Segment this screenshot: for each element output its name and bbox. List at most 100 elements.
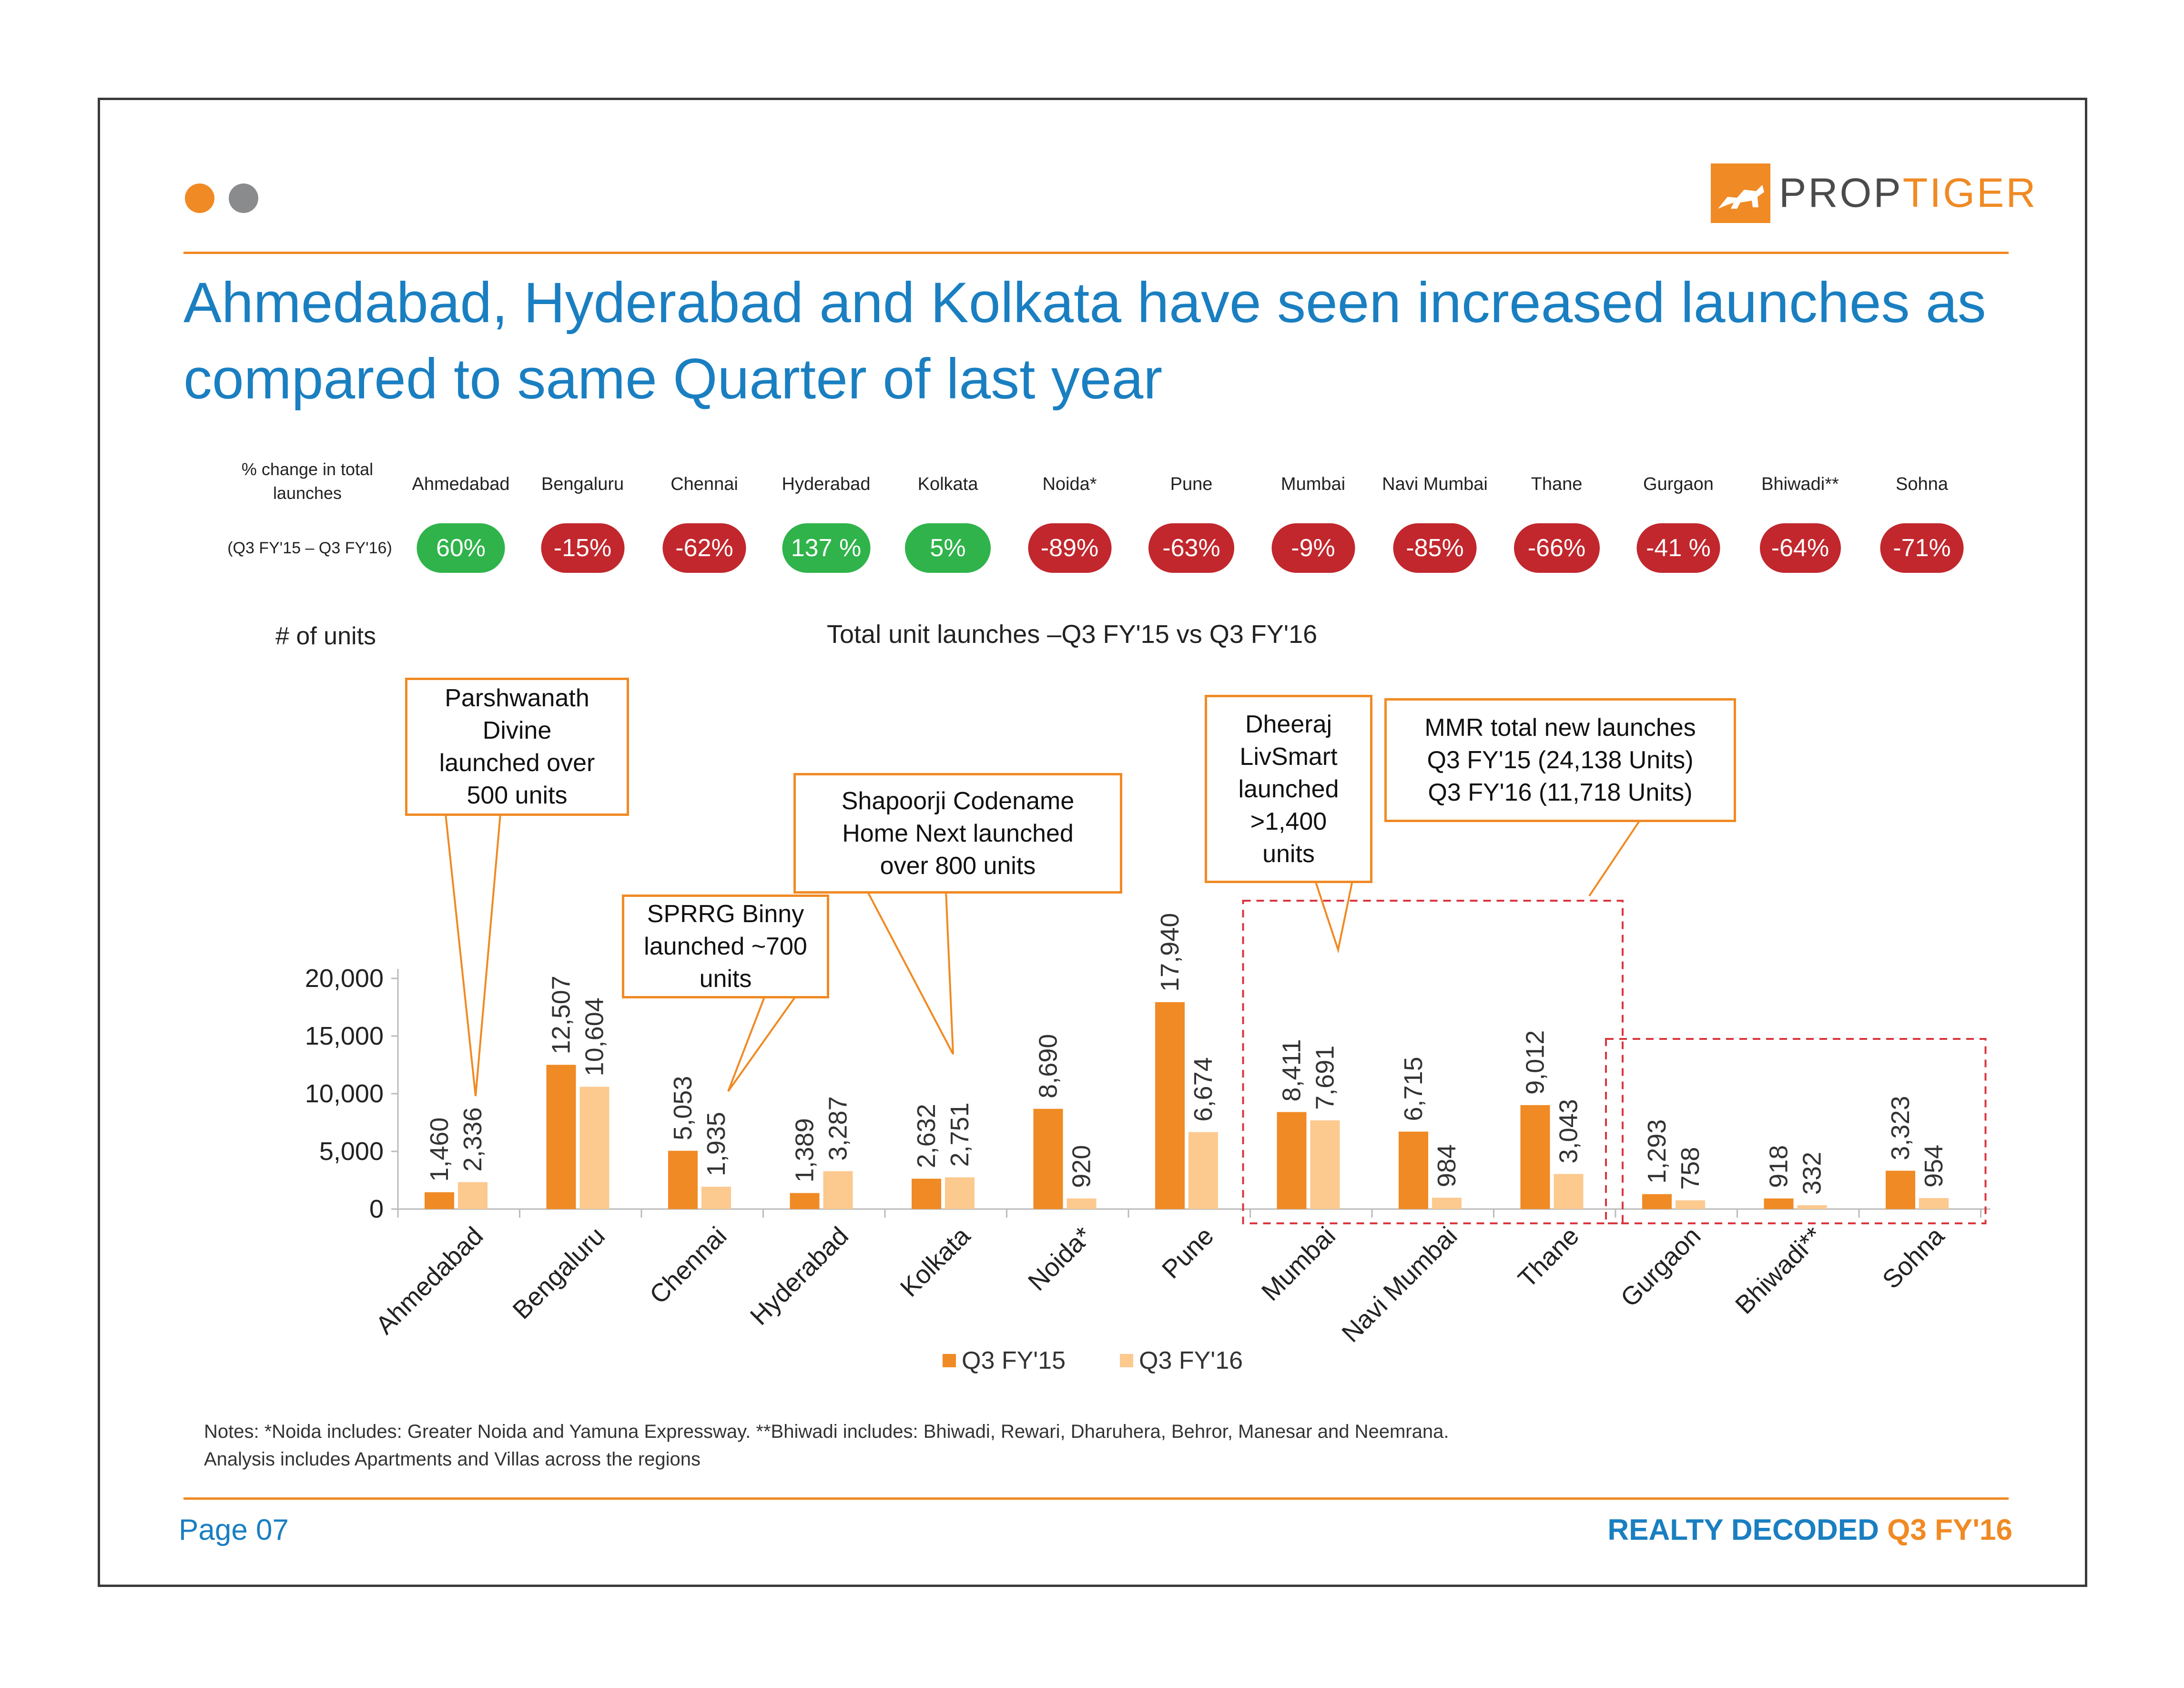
x-tick-label-bhiwadi: Bhiwadi** (1730, 1221, 1828, 1320)
y-tick-label: 15,000 (305, 1022, 384, 1050)
bar-bhiwadi-q3-fy15 (1764, 1198, 1794, 1209)
logo-text-prop: PROP (1779, 170, 1903, 216)
pct-badge-bengaluru: -15% (541, 523, 624, 573)
footer-brand: REALTY DECODED Q3 FY'16 (1607, 1513, 2012, 1547)
pct-badge-noida: -89% (1028, 523, 1111, 573)
callout-dheeraj: Dheeraj LivSmart launched >1,400 units (1205, 695, 1372, 883)
bar-thane-q3-fy15 (1520, 1105, 1550, 1209)
data-label-navi-mumbai-q3-fy15: 6,715 (1399, 1057, 1428, 1121)
pct-city-ahmedabad: Ahmedabad (412, 474, 510, 494)
data-label-mumbai-q3-fy15: 8,411 (1278, 1039, 1306, 1101)
data-label-sohna-q3-fy16: 954 (1920, 1145, 1948, 1188)
bar-chennai-q3-fy15 (668, 1150, 698, 1209)
bar-navi-mumbai-q3-fy15 (1399, 1131, 1428, 1209)
bar-sohna-q3-fy15 (1886, 1170, 1915, 1209)
pct-city-navi-mumbai: Navi Mumbai (1382, 474, 1488, 494)
x-tick-label-chennai: Chennai (644, 1221, 732, 1310)
pct-change-period: (Q3 FY'15 – Q3 FY'16) (227, 539, 392, 557)
proptiger-logo: PROPTIGER (1711, 162, 2038, 224)
callout-pointer-dheeraj (1314, 880, 1353, 954)
pct-badge-chennai: -62% (662, 523, 746, 573)
data-label-thane-q3-fy16: 3,043 (1554, 1099, 1583, 1163)
x-tick-label-ahmedabad: Ahmedabad (370, 1221, 488, 1340)
pct-city-noida: Noida* (1042, 474, 1097, 494)
callout-pointer-parshwanath (445, 813, 501, 1097)
data-label-navi-mumbai-q3-fy16: 984 (1432, 1144, 1461, 1187)
pct-city-gurgaon: Gurgaon (1643, 474, 1714, 494)
callout-mmr: MMR total new launches Q3 FY'15 (24,138 … (1384, 698, 1736, 822)
y-tick-label: 10,000 (305, 1079, 384, 1108)
legend-label-q3-fy16: Q3 FY'16 (1139, 1347, 1243, 1374)
slide-frame (98, 98, 2087, 1587)
bar-pune-q3-fy15 (1155, 1002, 1185, 1209)
bar-mumbai-q3-fy15 (1277, 1112, 1307, 1209)
x-tick-label-pune: Pune (1157, 1221, 1219, 1284)
y-tick-label: 20,000 (305, 964, 384, 993)
pct-badge-pune: -63% (1148, 523, 1234, 573)
legend-swatch-q3-fy15 (943, 1354, 956, 1367)
pct-badge-mumbai: -9% (1271, 523, 1355, 573)
header-divider (183, 252, 2009, 254)
chart-title: Total unit launches –Q3 FY'15 vs Q3 FY'1… (827, 620, 1318, 649)
pct-badge-sohna: -71% (1880, 523, 1964, 573)
pct-city-thane: Thane (1531, 474, 1583, 494)
bar-sohna-q3-fy16 (1919, 1198, 1949, 1209)
x-tick-label-hyderabad: Hyderabad (745, 1221, 854, 1331)
x-tick-label-thane: Thane (1513, 1221, 1585, 1293)
pct-city-mumbai: Mumbai (1280, 474, 1346, 494)
bar-kolkata-q3-fy15 (912, 1179, 941, 1209)
data-label-bhiwadi-q3-fy16: 332 (1798, 1152, 1827, 1195)
data-label-pune-q3-fy16: 6,674 (1189, 1057, 1218, 1121)
y-tick-label: 5,000 (319, 1137, 384, 1166)
logo-text: PROPTIGER (1779, 170, 2038, 217)
callout-sprrg: SPRRG Binny launched ~700 units (622, 895, 829, 998)
bar-navi-mumbai-q3-fy16 (1432, 1198, 1462, 1209)
pct-city-sohna: Sohna (1896, 474, 1948, 494)
orange-dot-icon (185, 183, 214, 213)
bar-gurgaon-q3-fy15 (1642, 1194, 1672, 1209)
pct-badge-kolkata: 5% (905, 523, 991, 573)
bar-noida-q3-fy15 (1033, 1108, 1063, 1209)
bar-thane-q3-fy16 (1554, 1174, 1584, 1209)
pct-badge-gurgaon: -41 % (1636, 523, 1720, 573)
bar-chennai-q3-fy16 (701, 1187, 731, 1209)
pct-city-bhiwadi: Bhiwadi** (1761, 474, 1839, 494)
callout-shapoorji: Shapoorji Codename Home Next launched ov… (793, 773, 1122, 894)
pct-badge-thane: -66% (1514, 523, 1600, 573)
legend-item-q3-fy16: Q3 FY'16 (1120, 1346, 1243, 1375)
page-title: Ahmedabad, Hyderabad and Kolkata have se… (183, 271, 1986, 411)
callout-pointer-shapoorji (866, 891, 954, 1055)
data-label-chennai-q3-fy16: 1,935 (702, 1112, 731, 1176)
y-axis-label: # of units (275, 622, 376, 650)
footer-divider (183, 1497, 2009, 1500)
data-label-mumbai-q3-fy16: 7,691 (1311, 1046, 1340, 1110)
bar-mumbai-q3-fy16 (1310, 1120, 1340, 1209)
bar-ahmedabad-q3-fy16 (458, 1182, 488, 1209)
x-tick-label-sohna: Sohna (1877, 1221, 1950, 1294)
data-label-thane-q3-fy15: 9,012 (1521, 1030, 1550, 1095)
tiger-icon (1711, 163, 1770, 223)
x-tick-label-navi-mumbai: Navi Mumbai (1336, 1221, 1463, 1348)
data-label-gurgaon-q3-fy16: 758 (1676, 1147, 1705, 1190)
bar-hyderabad-q3-fy15 (790, 1193, 820, 1209)
callout-parshwanath: Parshwanath Divine launched over 500 uni… (405, 678, 629, 816)
x-tick-label-mumbai: Mumbai (1256, 1221, 1341, 1306)
data-label-chennai-q3-fy15: 5,053 (669, 1076, 697, 1140)
data-label-noida-q3-fy15: 8,690 (1034, 1034, 1063, 1098)
data-label-kolkata-q3-fy16: 2,751 (945, 1102, 974, 1167)
data-label-ahmedabad-q3-fy15: 1,460 (425, 1118, 454, 1182)
pct-badge-ahmedabad: 60% (416, 523, 505, 573)
bar-kolkata-q3-fy16 (945, 1177, 975, 1209)
callout-pointer-mmr (1588, 819, 1677, 897)
bar-ahmedabad-q3-fy15 (425, 1192, 454, 1209)
bar-bhiwadi-q3-fy16 (1797, 1205, 1827, 1209)
pct-city-hyderabad: Hyderabad (782, 474, 871, 494)
pct-change-label-line1: % change in total (241, 459, 374, 479)
callout-pointer-sprrg (727, 995, 797, 1092)
notes-line2: Analysis includes Apartments and Villas … (204, 1449, 701, 1470)
bar-pune-q3-fy16 (1189, 1132, 1218, 1209)
y-tick-label: 0 (369, 1195, 384, 1223)
pct-city-pune: Pune (1170, 474, 1213, 494)
notes: Notes: *Noida includes: Greater Noida an… (204, 1418, 1449, 1473)
